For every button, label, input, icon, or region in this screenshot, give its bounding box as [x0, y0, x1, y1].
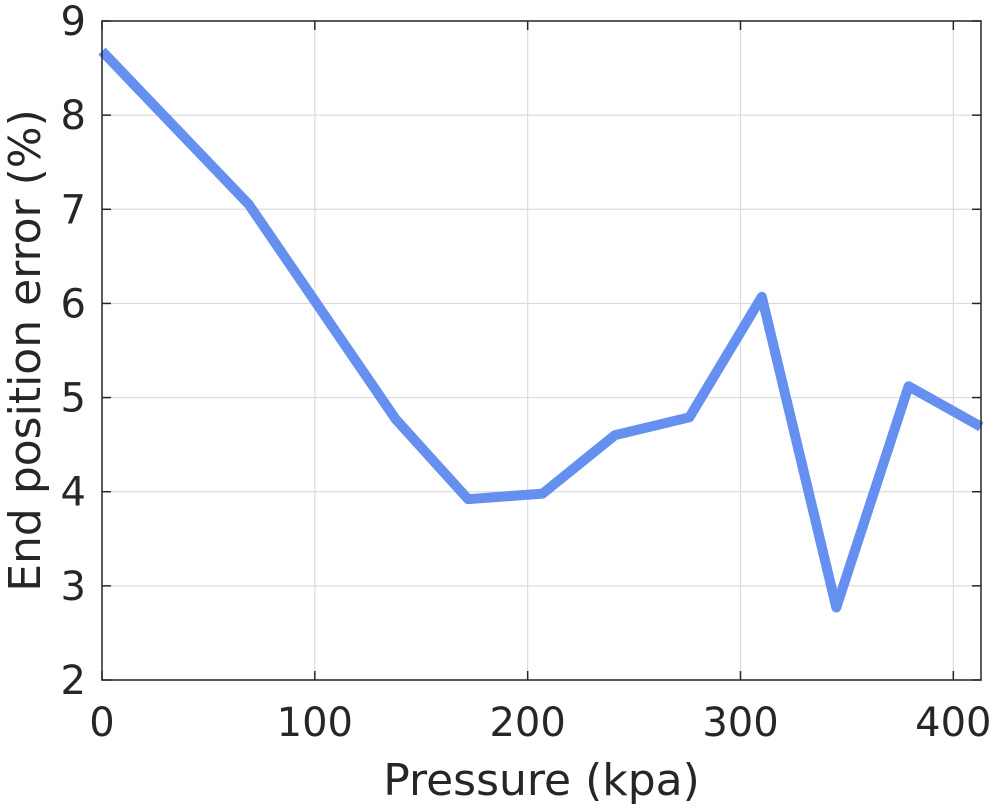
- x-tick-labels: 0 100 200 300 400: [89, 700, 991, 746]
- y-tick-label: 2: [61, 658, 86, 704]
- y-tick-label: 9: [61, 0, 86, 45]
- x-tick-label: 300: [702, 700, 778, 746]
- plot-area-border: [101, 20, 982, 681]
- tick-marks: [101, 20, 981, 681]
- x-tick-label: 400: [915, 700, 991, 746]
- x-axis-label: Pressure (kpa): [383, 755, 700, 806]
- y-tick-label: 6: [61, 281, 86, 327]
- y-tick-label: 4: [61, 470, 86, 516]
- series-line-0: [98, 47, 984, 613]
- x-tick-label: 200: [489, 700, 565, 746]
- y-tick-label: 7: [61, 187, 86, 233]
- y-axis-label: End position error (%): [0, 109, 51, 592]
- y-tick-labels: 2 3 4 5 6 7 8 9: [61, 0, 86, 704]
- x-tick-label: 100: [277, 700, 353, 746]
- series-layer: [98, 47, 984, 613]
- y-tick-label: 3: [61, 564, 86, 610]
- x-tick-label: 0: [89, 700, 114, 746]
- y-tick-label: 8: [61, 93, 86, 139]
- y-tick-label: 5: [61, 376, 86, 422]
